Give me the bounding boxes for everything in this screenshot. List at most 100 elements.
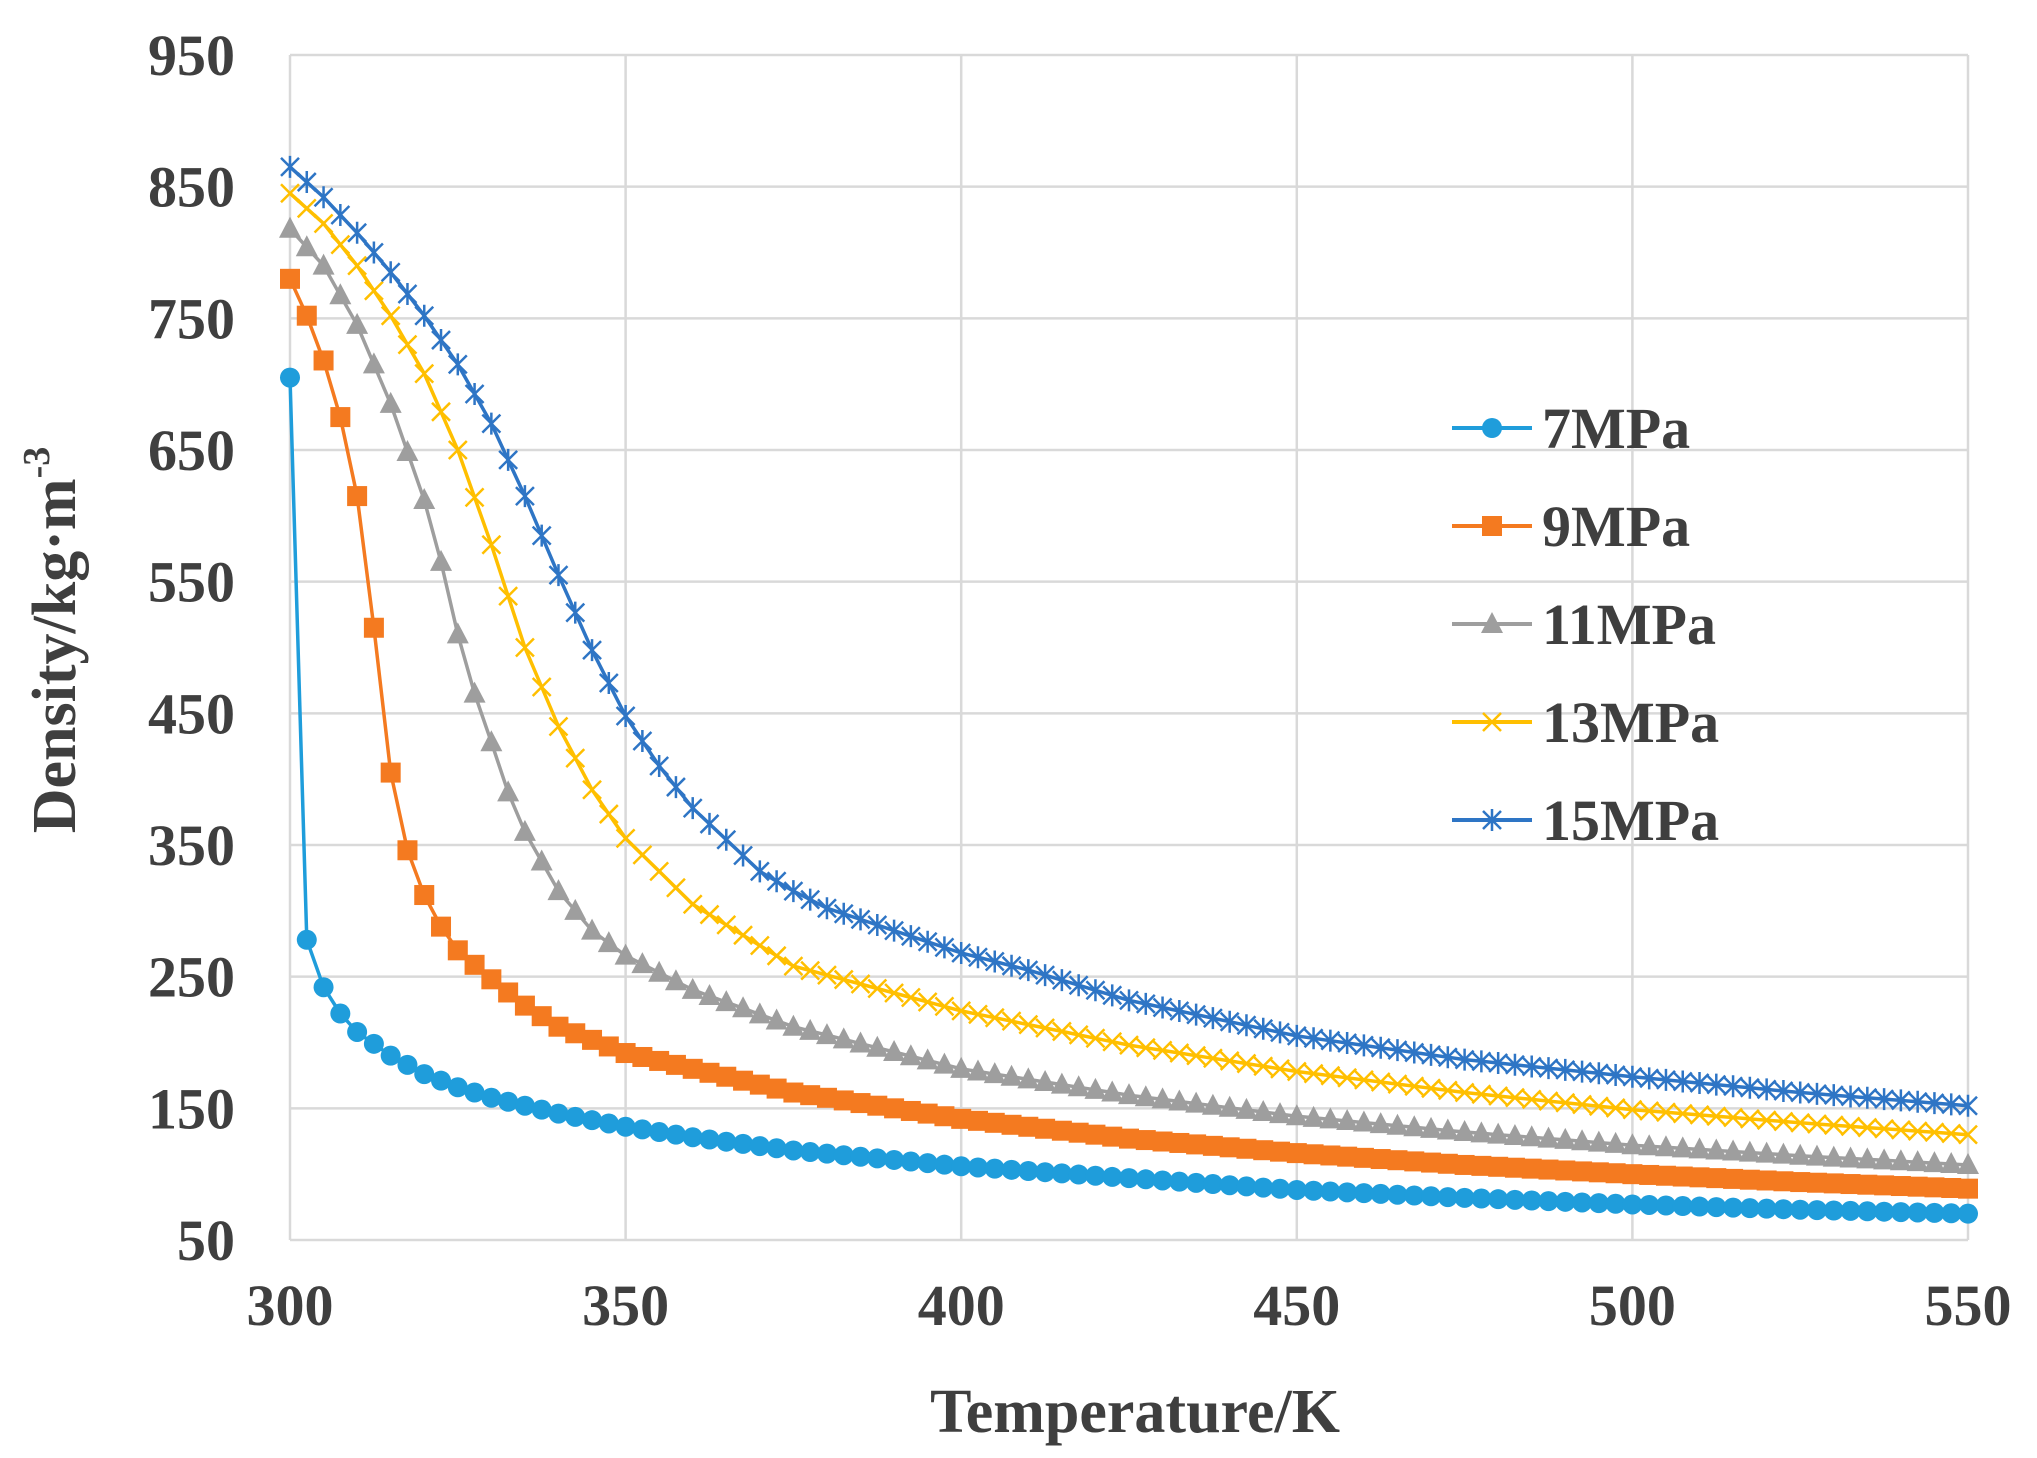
data-point-9MPa xyxy=(1253,1140,1274,1161)
data-point-15MPa xyxy=(1656,1068,1676,1091)
data-point-7MPa xyxy=(682,1127,703,1148)
data-point-15MPa xyxy=(531,524,552,547)
data-point-11MPa xyxy=(1420,1116,1443,1138)
data-point-15MPa xyxy=(1421,1043,1441,1066)
data-point-11MPa xyxy=(681,977,704,999)
legend-label-11MPa: 11MPa xyxy=(1542,592,1716,657)
data-point-15MPa xyxy=(1857,1086,1878,1109)
data-point-13MPa xyxy=(1270,1058,1290,1079)
data-point-11MPa xyxy=(950,1056,973,1078)
data-point-7MPa xyxy=(1253,1177,1274,1198)
data-point-11MPa xyxy=(1856,1147,1879,1169)
data-point-13MPa xyxy=(280,183,300,204)
data-point-9MPa xyxy=(1303,1144,1324,1165)
data-point-7MPa xyxy=(951,1156,972,1177)
data-point-13MPa xyxy=(1756,1110,1777,1131)
data-point-15MPa xyxy=(565,601,586,624)
data-point-15MPa xyxy=(1924,1092,1945,1115)
legend-marker-9MPa xyxy=(1482,516,1502,536)
data-point-13MPa xyxy=(1723,1107,1743,1128)
data-point-13MPa xyxy=(1807,1114,1827,1134)
data-point-11MPa xyxy=(1487,1122,1510,1144)
data-point-13MPa xyxy=(1823,1115,1844,1136)
series-11MPa xyxy=(279,216,1979,1174)
data-point-11MPa xyxy=(1554,1127,1577,1149)
data-point-9MPa xyxy=(1941,1177,1962,1198)
data-point-15MPa xyxy=(380,261,401,284)
data-point-7MPa xyxy=(1437,1187,1458,1208)
data-point-13MPa xyxy=(1672,1103,1693,1124)
data-point-11MPa xyxy=(732,996,755,1018)
data-point-15MPa xyxy=(481,412,502,435)
data-point-15MPa xyxy=(1018,959,1039,982)
data-point-13MPa xyxy=(313,213,334,234)
data-point-7MPa xyxy=(280,367,300,388)
data-point-13MPa xyxy=(431,401,451,422)
data-point-7MPa xyxy=(1806,1200,1827,1221)
data-point-13MPa xyxy=(984,1007,1005,1028)
data-point-11MPa xyxy=(1201,1093,1224,1115)
data-point-13MPa xyxy=(649,861,670,882)
data-point-15MPa xyxy=(1303,1027,1324,1050)
data-point-11MPa xyxy=(916,1048,939,1070)
data-point-7MPa xyxy=(548,1103,569,1124)
data-point-11MPa xyxy=(933,1052,956,1074)
data-point-13MPa xyxy=(1773,1111,1794,1132)
data-point-11MPa xyxy=(1336,1108,1359,1130)
y-tick-label: 550 xyxy=(148,550,235,615)
data-point-11MPa xyxy=(1436,1118,1459,1140)
data-point-15MPa xyxy=(1286,1024,1307,1047)
data-point-9MPa xyxy=(951,1108,972,1129)
data-point-13MPa xyxy=(632,844,653,865)
data-point-13MPa xyxy=(414,363,435,384)
data-point-9MPa xyxy=(1169,1132,1190,1153)
data-point-11MPa xyxy=(983,1062,1006,1084)
data-point-13MPa xyxy=(1471,1084,1492,1105)
data-point-13MPa xyxy=(464,487,485,508)
data-point-15MPa xyxy=(783,880,804,903)
data-point-7MPa xyxy=(1706,1197,1727,1218)
data-point-13MPa xyxy=(1622,1099,1643,1120)
data-point-13MPa xyxy=(296,198,317,219)
data-point-9MPa xyxy=(1555,1160,1576,1181)
data-point-15MPa xyxy=(1404,1041,1425,1064)
data-point-11MPa xyxy=(1537,1126,1560,1148)
data-point-15MPa xyxy=(582,639,602,662)
data-point-7MPa xyxy=(850,1146,871,1167)
data-point-9MPa xyxy=(1723,1168,1744,1189)
data-point-13MPa xyxy=(1739,1108,1760,1129)
data-point-15MPa xyxy=(1874,1088,1894,1111)
data-point-15MPa xyxy=(951,941,972,964)
data-point-7MPa xyxy=(1504,1189,1525,1210)
data-point-7MPa xyxy=(1068,1164,1089,1185)
data-point-7MPa xyxy=(1421,1186,1442,1207)
data-point-9MPa xyxy=(1018,1116,1039,1137)
data-point-15MPa xyxy=(330,203,351,226)
data-point-15MPa xyxy=(1588,1062,1609,1085)
data-point-13MPa xyxy=(1354,1070,1374,1090)
data-point-11MPa xyxy=(513,819,536,841)
data-point-11MPa xyxy=(446,622,469,644)
data-point-13MPa xyxy=(884,983,904,1003)
data-point-9MPa xyxy=(347,486,368,507)
series-15MPa xyxy=(280,155,1978,1117)
data-point-9MPa xyxy=(1924,1177,1945,1198)
data-point-9MPa xyxy=(514,995,535,1016)
data-point-7MPa xyxy=(934,1154,955,1175)
data-point-13MPa xyxy=(1370,1072,1391,1092)
data-point-13MPa xyxy=(951,1001,972,1021)
data-point-7MPa xyxy=(716,1131,737,1152)
data-point-13MPa xyxy=(1538,1091,1559,1111)
data-point-13MPa xyxy=(1890,1120,1911,1140)
data-point-11MPa xyxy=(1101,1080,1124,1102)
data-point-13MPa xyxy=(1286,1061,1307,1082)
data-point-7MPa xyxy=(1018,1161,1039,1182)
data-point-7MPa xyxy=(1605,1193,1626,1214)
data-point-7MPa xyxy=(1454,1187,1475,1208)
data-point-9MPa xyxy=(967,1110,988,1131)
data-point-15MPa xyxy=(1001,954,1022,977)
data-point-7MPa xyxy=(1270,1178,1291,1199)
data-point-13MPa xyxy=(347,255,368,276)
data-point-11MPa xyxy=(312,253,335,275)
legend-marker-11MPa xyxy=(1481,612,1503,633)
